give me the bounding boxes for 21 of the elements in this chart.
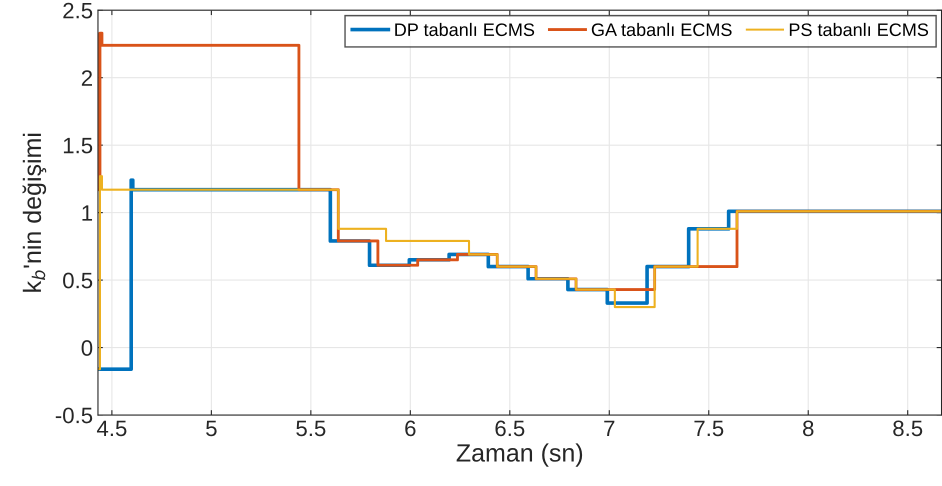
- y-tick-label: 2: [82, 70, 92, 86]
- legend-label: GA tabanlı ECMS: [592, 22, 732, 36]
- x-axis-title: Zaman (sn): [456, 443, 582, 467]
- y-tick-label: 0: [82, 340, 92, 356]
- y-tick-label: 1: [82, 205, 92, 221]
- x-tick-label: 7.5: [694, 420, 724, 436]
- x-tick-label: 6.5: [495, 420, 524, 436]
- x-tick-label: 7: [604, 420, 614, 436]
- x-tick-label: 8.5: [893, 420, 922, 436]
- y-tick-label: 1.5: [64, 138, 92, 154]
- y-tick-label: 0.5: [63, 272, 92, 288]
- y-axis-title: k$_{b}$'nin değişimi: [22, 134, 46, 292]
- y-tick-label: 2.5: [63, 2, 92, 18]
- legend-label: PS tabanlı ECMS: [790, 22, 928, 36]
- x-tick-label: 8: [803, 420, 814, 436]
- y-tick-label: -0.5: [56, 408, 92, 424]
- x-tick-label: 5.5: [296, 420, 326, 436]
- x-tick-label: 6: [405, 420, 416, 436]
- legend-label: DP tabanlı ECMS: [395, 22, 534, 36]
- x-tick-label: 4.5: [96, 420, 126, 436]
- x-tick-label: 5: [206, 420, 217, 436]
